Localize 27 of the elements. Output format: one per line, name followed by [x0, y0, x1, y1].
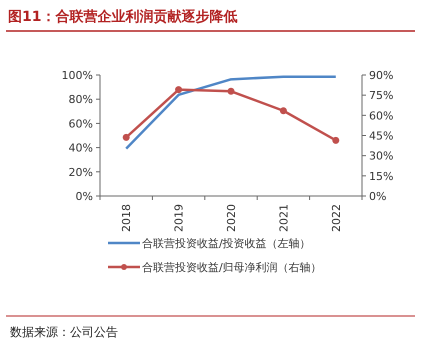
y2-tick-label: 0% — [369, 190, 386, 203]
legend-label: 合联营投资收益/归母净利润（右轴） — [142, 261, 322, 274]
point — [228, 88, 234, 95]
legend-label: 合联营投资收益/投资收益（左轴） — [142, 237, 311, 250]
y2-tick-label: 60% — [369, 109, 394, 122]
x-tick-label: 2021 — [277, 204, 290, 232]
point — [122, 134, 130, 141]
y2-tick-label: 75% — [369, 89, 394, 102]
point — [332, 136, 340, 144]
point — [175, 86, 182, 94]
y-tick-label: 100% — [62, 69, 93, 82]
x-tick-label: 2022 — [330, 204, 343, 232]
y2-tick-label: 30% — [369, 150, 394, 163]
y-tick-label: 60% — [68, 117, 93, 130]
chart-title: 图11：合联营企业利润贡献逐步降低 — [8, 8, 238, 25]
y2-tick-label: 45% — [369, 130, 394, 142]
y2-tick-label: 15% — [369, 170, 394, 183]
y-tick-label: 0% — [76, 190, 93, 203]
x-tick-label: 2019 — [172, 204, 186, 232]
source-note: 数据来源：公司公告 — [10, 325, 118, 339]
y-tick-label: 20% — [68, 166, 93, 179]
y2-tick-label: 90% — [369, 69, 394, 82]
y-tick-label: 80% — [68, 93, 93, 106]
x-tick-label: 2018 — [120, 204, 134, 232]
y-tick-label: 40% — [68, 142, 93, 155]
point — [280, 107, 287, 114]
x-tick-label: 2020 — [225, 204, 238, 232]
